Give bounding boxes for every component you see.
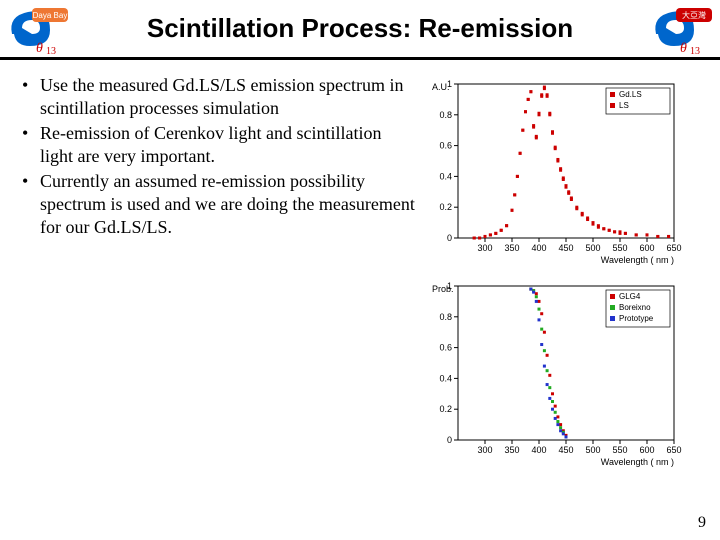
- svg-text:550: 550: [612, 445, 627, 455]
- svg-text:400: 400: [531, 243, 546, 253]
- svg-text:600: 600: [639, 243, 654, 253]
- svg-text:500: 500: [585, 243, 600, 253]
- logo-right: 大亞灣 θ13: [650, 4, 714, 54]
- svg-text:Wavelength ( nm ): Wavelength ( nm ): [601, 457, 674, 467]
- svg-text:Daya Bay: Daya Bay: [33, 11, 68, 20]
- svg-text:13: 13: [690, 46, 700, 54]
- svg-text:θ: θ: [680, 41, 687, 54]
- svg-text:600: 600: [639, 445, 654, 455]
- svg-text:0.2: 0.2: [439, 404, 452, 414]
- svg-text:Gd.LS: Gd.LS: [619, 90, 642, 99]
- svg-text:350: 350: [504, 243, 519, 253]
- svg-text:450: 450: [558, 445, 573, 455]
- bullet-item: Use the measured Gd.LS/LS emission spect…: [22, 74, 416, 120]
- slide-title: Scintillation Process: Re-emission: [147, 13, 573, 44]
- svg-text:0: 0: [447, 233, 452, 243]
- bullet-item: Currently an assumed re-emission possibi…: [22, 170, 416, 239]
- svg-text:LS: LS: [619, 101, 629, 110]
- svg-text:大亞灣: 大亞灣: [682, 10, 706, 20]
- charts-column: 30035040045050055060065000.20.40.60.81Wa…: [422, 74, 708, 468]
- svg-text:450: 450: [558, 243, 573, 253]
- svg-text:500: 500: [585, 445, 600, 455]
- logo-left: Daya Bay θ13: [6, 4, 70, 54]
- svg-text:GLG4: GLG4: [619, 292, 641, 301]
- svg-text:0.2: 0.2: [439, 202, 452, 212]
- svg-text:550: 550: [612, 243, 627, 253]
- svg-text:A.U.: A.U.: [432, 82, 450, 92]
- svg-text:0.8: 0.8: [439, 110, 452, 120]
- emission-spectrum-chart: 30035040045050055060065000.20.40.60.81Wa…: [422, 76, 682, 266]
- svg-text:Prototype: Prototype: [619, 314, 654, 323]
- svg-text:350: 350: [504, 445, 519, 455]
- svg-text:650: 650: [666, 243, 681, 253]
- svg-text:Prob.: Prob.: [432, 284, 454, 294]
- page-number: 9: [698, 514, 706, 532]
- svg-text:300: 300: [477, 243, 492, 253]
- svg-text:0.6: 0.6: [439, 343, 452, 353]
- svg-text:Wavelength ( nm ): Wavelength ( nm ): [601, 255, 674, 265]
- svg-text:0.6: 0.6: [439, 141, 452, 151]
- bullet-list: Use the measured Gd.LS/LS emission spect…: [22, 74, 422, 468]
- svg-text:13: 13: [46, 46, 56, 54]
- bullet-item: Re-emission of Cerenkov light and scinti…: [22, 122, 416, 168]
- svg-text:0.4: 0.4: [439, 171, 452, 181]
- svg-text:0.8: 0.8: [439, 312, 452, 322]
- svg-text:0.4: 0.4: [439, 373, 452, 383]
- svg-text:Boreixno: Boreixno: [619, 303, 651, 312]
- reemission-probability-chart: 30035040045050055060065000.20.40.60.81Wa…: [422, 278, 682, 468]
- svg-text:650: 650: [666, 445, 681, 455]
- svg-text:300: 300: [477, 445, 492, 455]
- slide-content: Use the measured Gd.LS/LS emission spect…: [0, 60, 720, 468]
- svg-text:0: 0: [447, 435, 452, 445]
- svg-text:400: 400: [531, 445, 546, 455]
- svg-text:θ: θ: [36, 41, 43, 54]
- slide-header: Daya Bayθ13 Scintillation Process: Re-em…: [0, 0, 720, 60]
